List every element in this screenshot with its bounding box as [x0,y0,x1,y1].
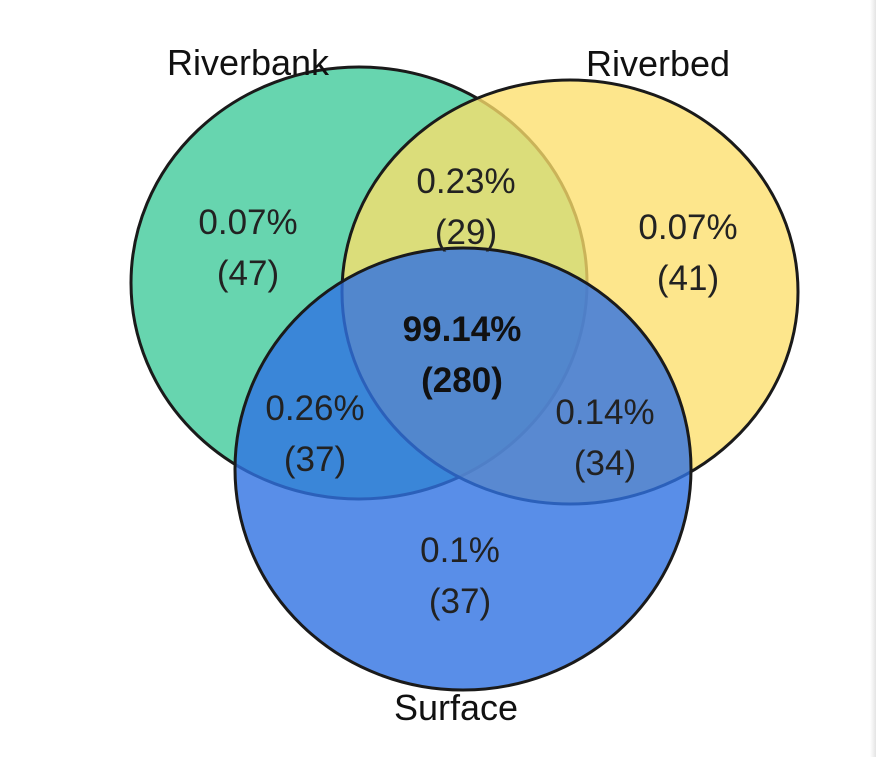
riverbank-surface-percent: 0.26% [265,389,364,428]
page-edge-shadow [870,0,876,757]
riverbank-riverbed-percent: 0.23% [416,162,515,201]
riverbed-only-count: (41) [657,259,719,298]
surface-label: Surface [394,687,518,728]
riverbank-riverbed-count: (29) [435,213,497,252]
riverbank-surface-count: (37) [284,440,346,479]
surface-circle [233,246,693,692]
riverbank-only-count: (47) [217,254,279,293]
riverbank-label: Riverbank [167,42,330,83]
riverbed-surface-count: (34) [574,444,636,483]
all-three-percent: 99.14% [403,310,522,349]
riverbed-surface-percent: 0.14% [555,393,654,432]
surface-only-percent: 0.1% [420,531,500,570]
riverbed-only-percent: 0.07% [638,208,737,247]
riverbed-label: Riverbed [586,43,730,84]
all-three-count: (280) [421,361,503,400]
surface-only-count: (37) [429,582,491,621]
riverbank-only-percent: 0.07% [198,203,297,242]
